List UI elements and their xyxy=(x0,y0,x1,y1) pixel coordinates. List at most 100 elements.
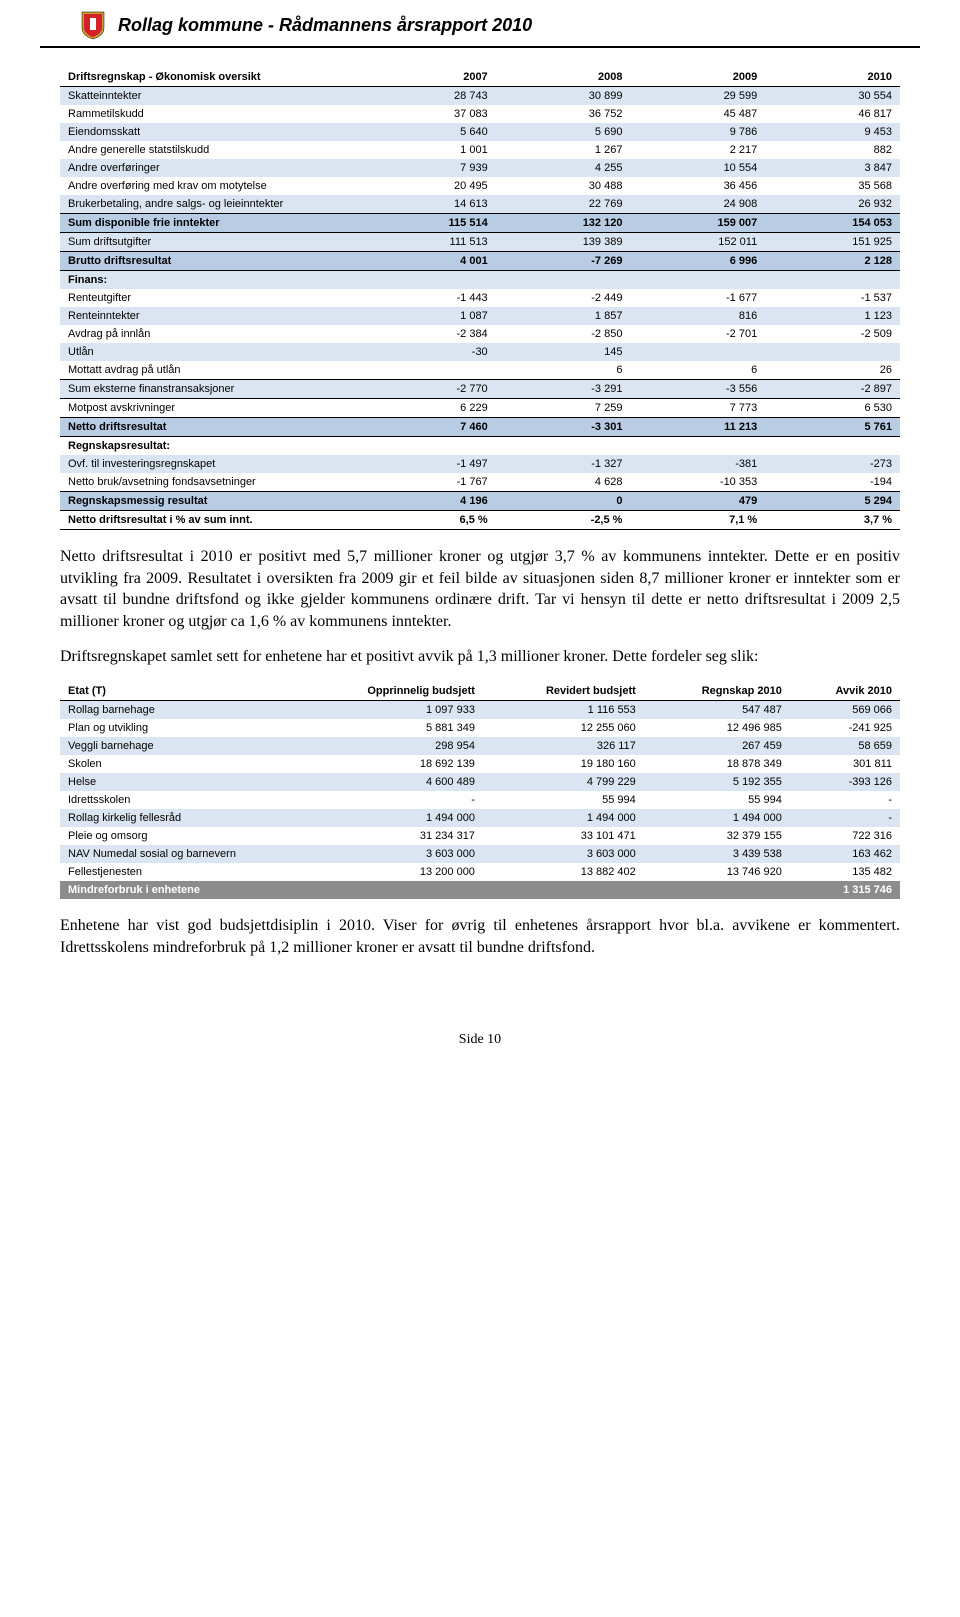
footer-empty xyxy=(483,881,644,899)
row-cell: 22 769 xyxy=(496,195,631,214)
table-row: Fellestjenesten13 200 00013 882 40213 74… xyxy=(60,863,900,881)
row-cell: 30 899 xyxy=(496,87,631,106)
row-cell: 7 259 xyxy=(496,399,631,418)
row-cell: -2 850 xyxy=(496,325,631,343)
row-cell: 7 939 xyxy=(362,159,495,177)
table-row: Motpost avskrivninger6 2297 2597 7736 53… xyxy=(60,399,900,418)
content-area: Driftsregnskap - Økonomisk oversikt 2007… xyxy=(0,68,960,1012)
table-row: Andre generelle statstilskudd1 0011 2672… xyxy=(60,141,900,159)
row-cell: 1 001 xyxy=(362,141,495,159)
row-label: Sum driftsutgifter xyxy=(60,233,362,252)
t2-header-regnskap: Regnskap 2010 xyxy=(644,682,790,701)
row-cell: -3 556 xyxy=(630,380,765,399)
row-cell: 24 908 xyxy=(630,195,765,214)
table-row: Mottatt avdrag på utlån6626 xyxy=(60,361,900,380)
table-row: Sum eksterne finanstransaksjoner-2 770-3… xyxy=(60,380,900,399)
row-label: Pleie og omsorg xyxy=(60,827,295,845)
row-cell: 28 743 xyxy=(362,87,495,106)
row-cell xyxy=(362,437,495,456)
row-cell: 6 996 xyxy=(630,252,765,271)
row-cell xyxy=(362,271,495,290)
table-row: Andre overføringer7 9394 25510 5543 847 xyxy=(60,159,900,177)
row-cell: 5 192 355 xyxy=(644,773,790,791)
row-cell: -194 xyxy=(765,473,900,492)
row-cell: 4 196 xyxy=(362,492,495,511)
row-cell: 569 066 xyxy=(790,700,900,719)
t1-header-label: Driftsregnskap - Økonomisk oversikt xyxy=(60,68,362,87)
table-row: Rollag barnehage1 097 9331 116 553547 48… xyxy=(60,700,900,719)
row-cell: 1 097 933 xyxy=(295,700,483,719)
row-cell: 479 xyxy=(630,492,765,511)
page-footer: Side 10 xyxy=(0,1012,960,1068)
row-cell: 4 628 xyxy=(496,473,631,492)
row-cell: -3 291 xyxy=(496,380,631,399)
row-cell: 6,5 % xyxy=(362,511,495,530)
row-cell xyxy=(496,437,631,456)
row-cell xyxy=(362,361,495,380)
paragraph-1: Netto driftsresultat i 2010 er positivt … xyxy=(60,546,900,632)
row-cell xyxy=(765,343,900,361)
row-cell: -1 443 xyxy=(362,289,495,307)
row-cell: 55 994 xyxy=(483,791,644,809)
row-cell: 36 752 xyxy=(496,105,631,123)
table-row: Rammetilskudd37 08336 75245 48746 817 xyxy=(60,105,900,123)
row-label: NAV Numedal sosial og barnevern xyxy=(60,845,295,863)
row-cell: 145 xyxy=(496,343,631,361)
t1-header-2008: 2008 xyxy=(496,68,631,87)
row-cell: 547 487 xyxy=(644,700,790,719)
row-cell: 1 116 553 xyxy=(483,700,644,719)
table-row: Brutto driftsresultat4 001-7 2696 9962 1… xyxy=(60,252,900,271)
row-cell: 58 659 xyxy=(790,737,900,755)
row-cell: -30 xyxy=(362,343,495,361)
row-label: Netto driftsresultat i % av sum innt. xyxy=(60,511,362,530)
row-cell: -3 301 xyxy=(496,418,631,437)
row-cell: -273 xyxy=(765,455,900,473)
row-label: Andre overføring med krav om motytelse xyxy=(60,177,362,195)
table-row: Andre overføring med krav om motytelse20… xyxy=(60,177,900,195)
row-label: Avdrag på innlån xyxy=(60,325,362,343)
row-cell: -2 449 xyxy=(496,289,631,307)
row-label: Regnskapsresultat: xyxy=(60,437,362,456)
row-cell: 3 603 000 xyxy=(295,845,483,863)
row-cell: -1 537 xyxy=(765,289,900,307)
row-cell: 29 599 xyxy=(630,87,765,106)
row-cell xyxy=(765,271,900,290)
paragraph-2: Driftsregnskapet samlet sett for enheten… xyxy=(60,646,900,668)
row-label: Mottatt avdrag på utlån xyxy=(60,361,362,380)
row-cell: 151 925 xyxy=(765,233,900,252)
t2-header-etat: Etat (T) xyxy=(60,682,295,701)
row-cell: 159 007 xyxy=(630,214,765,233)
row-cell: 20 495 xyxy=(362,177,495,195)
row-cell: 11 213 xyxy=(630,418,765,437)
row-cell: 36 456 xyxy=(630,177,765,195)
row-cell: 1 087 xyxy=(362,307,495,325)
row-cell xyxy=(496,271,631,290)
row-cell: 139 389 xyxy=(496,233,631,252)
table-row: Plan og utvikling5 881 34912 255 06012 4… xyxy=(60,719,900,737)
row-cell: 33 101 471 xyxy=(483,827,644,845)
row-cell: -1 677 xyxy=(630,289,765,307)
row-cell: -2 509 xyxy=(765,325,900,343)
row-cell: 3,7 % xyxy=(765,511,900,530)
row-label: Helse xyxy=(60,773,295,791)
page-header: Rollag kommune - Rådmannens årsrapport 2… xyxy=(40,0,920,48)
row-label: Finans: xyxy=(60,271,362,290)
row-label: Brutto driftsresultat xyxy=(60,252,362,271)
row-cell: -10 353 xyxy=(630,473,765,492)
row-cell: 4 600 489 xyxy=(295,773,483,791)
row-label: Andre generelle statstilskudd xyxy=(60,141,362,159)
row-cell: -393 126 xyxy=(790,773,900,791)
row-label: Eiendomsskatt xyxy=(60,123,362,141)
table-footer-row: Mindreforbruk i enhetene1 315 746 xyxy=(60,881,900,899)
row-cell: 5 761 xyxy=(765,418,900,437)
row-cell: 46 817 xyxy=(765,105,900,123)
table-row: Skolen18 692 13919 180 16018 878 349301 … xyxy=(60,755,900,773)
row-cell: 6 229 xyxy=(362,399,495,418)
row-label: Rammetilskudd xyxy=(60,105,362,123)
row-cell: -2 701 xyxy=(630,325,765,343)
row-cell: 132 120 xyxy=(496,214,631,233)
table-row: Rollag kirkelig fellesråd1 494 0001 494 … xyxy=(60,809,900,827)
table-row: Sum driftsutgifter111 513139 389152 0111… xyxy=(60,233,900,252)
row-cell: 32 379 155 xyxy=(644,827,790,845)
row-cell: 2 128 xyxy=(765,252,900,271)
